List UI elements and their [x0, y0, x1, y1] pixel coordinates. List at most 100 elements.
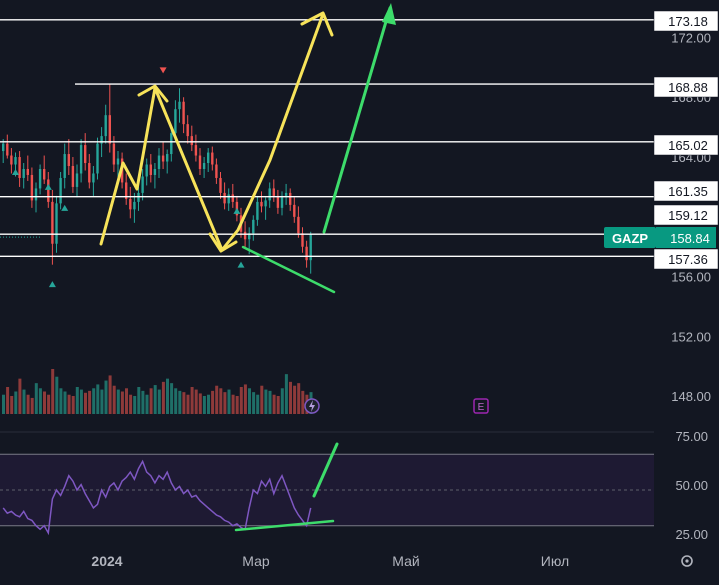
green-up-arrowhead	[382, 3, 396, 25]
candle-body	[276, 195, 280, 208]
level-price-tag	[653, 10, 719, 32]
price-axis[interactable]: 172.00168.00164.00160.00156.00152.00148.…	[653, 10, 719, 404]
drawings[interactable]	[99, 3, 396, 532]
volume-bar	[79, 389, 83, 414]
candle-body	[2, 143, 5, 152]
price-tick-label: 152.00	[671, 329, 711, 344]
price-tick-label: 148.00	[671, 389, 711, 404]
candle-body	[14, 157, 17, 165]
volume-bar	[276, 396, 280, 414]
level-price-tag-label: 165.02	[668, 138, 708, 153]
sell-signal-marker	[159, 67, 167, 74]
volume-bar	[96, 384, 100, 414]
candle-body	[289, 192, 292, 205]
candle-body	[84, 145, 87, 164]
volume-bar	[182, 392, 186, 414]
volume-bar	[125, 388, 128, 414]
rsi-tick-label: 75.00	[675, 429, 708, 444]
volume-bar	[71, 396, 75, 414]
volume-bar	[38, 388, 42, 414]
horizontal-levels[interactable]	[0, 19, 654, 258]
candle-body	[30, 174, 34, 201]
volume-bar	[268, 390, 272, 414]
buy-signal-marker	[233, 207, 241, 214]
symbol-label: GAZP	[612, 231, 648, 246]
symbol-badge[interactable]: GAZP 158.84	[604, 227, 716, 248]
level-price-tag-label: 161.35	[668, 184, 708, 199]
candle-body	[272, 188, 275, 196]
level-price-tag-label: 159.12	[668, 208, 708, 223]
candle-body	[161, 155, 165, 162]
gear-icon[interactable]	[681, 555, 693, 567]
volume-bar	[100, 389, 104, 414]
candle-body	[149, 164, 152, 175]
level-price-tag	[653, 76, 719, 98]
volume-bar	[51, 369, 55, 414]
volume-bar	[161, 381, 165, 414]
candle-body	[194, 145, 198, 156]
volume-bar	[256, 394, 260, 414]
volume-bar	[252, 392, 256, 414]
volume-bar	[141, 390, 145, 414]
volume-bar	[194, 389, 198, 414]
candle-body	[145, 164, 148, 177]
candle-body	[202, 163, 206, 169]
candle-body	[301, 233, 304, 247]
time-tick-label: Июл	[541, 553, 569, 569]
volume-bar	[272, 394, 276, 414]
candle-body	[293, 204, 296, 217]
candle-body	[92, 173, 95, 183]
price-tick-label: 156.00	[671, 270, 711, 285]
volume-bar	[120, 391, 124, 414]
yellow-arrowhead-end	[300, 11, 334, 37]
level-price-tag	[653, 248, 719, 270]
volume-bar	[223, 392, 227, 414]
level-price-tag	[653, 180, 719, 202]
level-price-tag	[653, 204, 719, 226]
lightning-icon[interactable]	[304, 398, 320, 414]
candle-body	[88, 163, 91, 183]
candle-body	[252, 219, 255, 234]
volume-bar	[239, 387, 243, 414]
volume-bar	[284, 374, 288, 414]
volume-bar	[84, 392, 87, 414]
candle-body	[129, 198, 132, 210]
earnings-badge[interactable]: E	[473, 398, 489, 414]
volume-bar	[112, 385, 116, 414]
candle-body	[75, 173, 79, 187]
volume-bar	[47, 394, 51, 414]
volume-bar	[207, 394, 210, 414]
candle-body	[125, 182, 128, 199]
yellow-arrowhead-top	[137, 84, 169, 103]
volume-bar	[202, 396, 206, 414]
volume-bar	[108, 375, 112, 414]
time-axis[interactable]: 2024 Мар Май Июл	[91, 553, 569, 569]
volume-bar	[55, 376, 59, 414]
volume-bar	[301, 390, 305, 414]
candle-body	[166, 154, 169, 162]
volume-bar	[116, 389, 120, 414]
candle-body	[79, 145, 83, 174]
candle-body	[108, 115, 111, 144]
candle-body	[67, 154, 70, 167]
volume-bar	[133, 396, 137, 414]
candle-body	[309, 234, 312, 261]
candle-body	[51, 201, 54, 244]
volume-bar	[2, 394, 5, 414]
volume-bar	[6, 387, 10, 414]
buy-signal-marker	[12, 168, 19, 175]
candle-body	[153, 168, 157, 175]
volume-bar	[63, 391, 67, 414]
level-price-tag	[653, 134, 719, 156]
volume-bar	[264, 389, 268, 414]
candle-body	[264, 200, 267, 207]
candle-body	[219, 177, 222, 193]
candle-body	[116, 158, 120, 165]
volume-bar	[293, 385, 297, 414]
volume-bar	[190, 387, 194, 414]
volume-bar	[297, 383, 301, 414]
buy-signal-marker	[44, 183, 52, 190]
volume-bar	[88, 390, 92, 414]
